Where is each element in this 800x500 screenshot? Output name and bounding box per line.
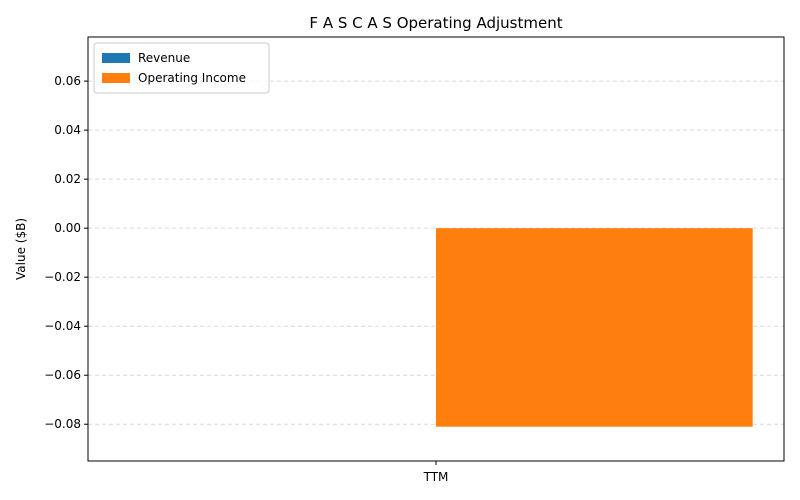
x-axis-ticks: TTM [423, 461, 449, 484]
legend-swatch [102, 73, 130, 83]
legend: Revenue Operating Income [93, 42, 270, 94]
bars [436, 228, 753, 427]
bar-operating-income [436, 228, 753, 427]
y-tick-label: 0.00 [54, 221, 81, 235]
y-tick-label: −0.04 [44, 319, 81, 333]
y-tick-label: −0.02 [44, 270, 81, 284]
y-axis-label: Value ($B) [14, 218, 28, 280]
legend-swatch [102, 53, 130, 63]
y-tick-label: 0.02 [54, 172, 81, 186]
y-tick-label: 0.06 [54, 74, 81, 88]
y-tick-label: −0.08 [44, 417, 81, 431]
legend-label: Revenue [138, 51, 190, 65]
x-tick-label: TTM [423, 470, 449, 484]
y-axis-ticks: −0.08 −0.06 −0.04 −0.02 0.00 0.02 0.04 0.06 [44, 74, 88, 431]
y-tick-label: 0.04 [54, 123, 81, 137]
chart-title: F A S C A S Operating Adjustment [309, 14, 562, 32]
legend-box [93, 42, 270, 94]
y-tick-label: −0.06 [44, 368, 81, 382]
legend-label: Operating Income [138, 71, 246, 85]
